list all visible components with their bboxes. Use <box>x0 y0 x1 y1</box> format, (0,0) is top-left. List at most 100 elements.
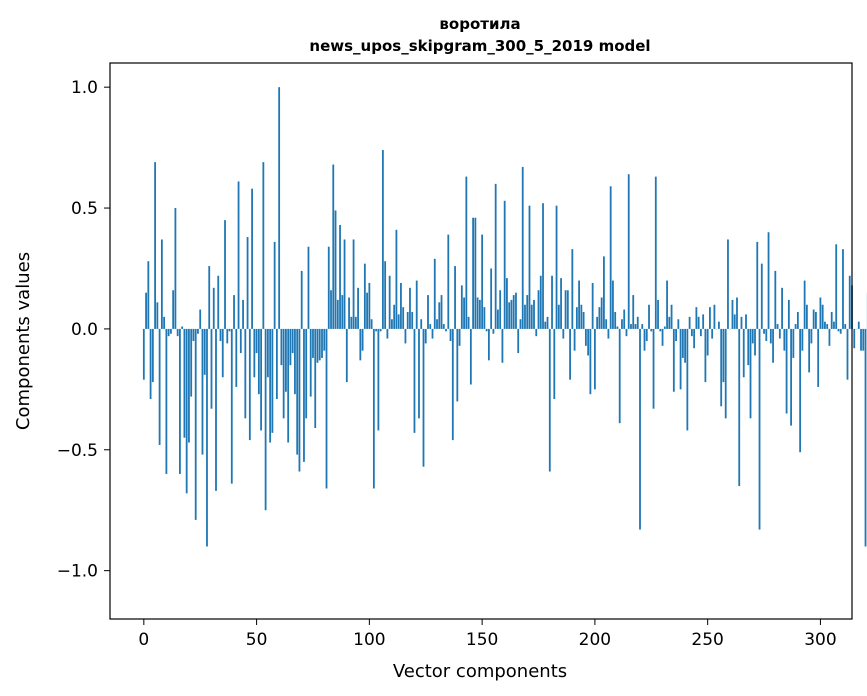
bar-component-167 <box>519 319 522 329</box>
bar-component-252 <box>711 328 714 339</box>
bar-component-299 <box>817 328 820 387</box>
y-tick-label-2: 0.0 <box>71 320 98 340</box>
bar-component-92 <box>350 316 353 329</box>
bar-component-275 <box>763 328 765 334</box>
bar-component-85 <box>334 210 337 329</box>
bar-component-273 <box>758 328 761 530</box>
bar-component-27 <box>203 328 206 375</box>
bar-component-81 <box>325 328 328 489</box>
bar-component-88 <box>341 295 344 329</box>
bar-component-139 <box>456 328 459 402</box>
bar-component-256 <box>720 328 723 407</box>
bar-component-61 <box>280 328 283 366</box>
bar-component-251 <box>709 307 711 329</box>
bar-component-150 <box>481 234 484 329</box>
bar-component-122 <box>418 328 420 419</box>
bar-component-39 <box>230 328 233 484</box>
bar-component-234 <box>670 304 673 329</box>
bar-component-127 <box>429 324 432 329</box>
bar-component-279 <box>772 328 774 363</box>
bar-component-86 <box>336 299 339 329</box>
bar-component-141 <box>460 285 463 329</box>
bar-component-213 <box>623 309 626 329</box>
bar-component-184 <box>557 304 560 329</box>
bar-component-186 <box>562 328 565 339</box>
x-axis: 0 50 100 150 200 250 300 <box>138 619 837 650</box>
bar-component-214 <box>625 328 628 337</box>
bar-component-222 <box>643 328 646 351</box>
bar-component-250 <box>706 328 709 356</box>
bar-component-31 <box>212 287 215 329</box>
bar-component-142 <box>463 297 465 329</box>
bar-component-210 <box>616 326 619 329</box>
bar-component-152 <box>485 328 488 332</box>
bar-component-288 <box>792 328 795 358</box>
bar-component-271 <box>754 328 756 356</box>
bar-component-135 <box>447 234 450 329</box>
bar-component-44 <box>242 299 244 329</box>
bar-component-108 <box>386 328 389 339</box>
bar-component-243 <box>690 328 693 337</box>
bar-component-301 <box>821 304 824 329</box>
bar-component-180 <box>548 328 551 472</box>
bar-component-270 <box>751 328 754 344</box>
bar-component-32 <box>215 328 217 491</box>
bar-component-17 <box>181 326 184 329</box>
bar-component-91 <box>348 297 350 329</box>
bar-component-161 <box>506 278 508 329</box>
bar-component-37 <box>226 328 229 344</box>
bar-component-76 <box>314 328 317 429</box>
bar-component-237 <box>677 319 680 329</box>
bar-component-115 <box>402 307 405 329</box>
bar-component-89 <box>343 239 346 329</box>
bar-component-259 <box>727 239 729 329</box>
bar-component-181 <box>551 275 553 329</box>
x-tick-label-0: 0 <box>138 630 149 650</box>
bar-component-206 <box>607 328 610 339</box>
bar-component-280 <box>774 270 777 329</box>
bar-component-240 <box>684 328 686 363</box>
bar-component-244 <box>693 328 696 349</box>
bar-component-274 <box>760 263 763 329</box>
bar-component-264 <box>738 328 741 487</box>
bar-component-262 <box>733 314 736 329</box>
bar-component-51 <box>257 328 260 395</box>
bar-component-303 <box>826 324 829 329</box>
bar-component-221 <box>641 324 644 329</box>
bar-component-283 <box>781 287 783 329</box>
bar-component-265 <box>740 316 743 329</box>
bar-component-253 <box>713 304 716 329</box>
bar-component-119 <box>411 311 414 329</box>
bar-component-21 <box>190 328 193 397</box>
bar-component-304 <box>828 328 831 346</box>
bar-component-228 <box>657 299 659 329</box>
bar-component-215 <box>627 174 630 329</box>
bar-component-295 <box>808 328 811 373</box>
bar-component-293 <box>803 280 806 329</box>
bar-component-205 <box>605 319 608 329</box>
bar-component-187 <box>564 290 567 329</box>
bar-component-289 <box>794 324 797 329</box>
bar-component-50 <box>255 328 258 354</box>
bar-component-311 <box>844 324 847 329</box>
bar-component-266 <box>742 328 745 378</box>
bar-component-105 <box>379 328 382 332</box>
bar-component-227 <box>654 176 657 329</box>
bar-component-192 <box>575 307 578 329</box>
bar-component-308 <box>837 328 840 332</box>
bar-component-238 <box>679 328 682 390</box>
bar-component-30 <box>210 328 213 409</box>
bar-component-18 <box>183 328 186 438</box>
bar-component-310 <box>842 249 844 329</box>
bar-component-297 <box>812 309 815 329</box>
bar-component-153 <box>487 328 490 361</box>
bar-component-80 <box>323 328 326 351</box>
bar-component-69 <box>298 328 301 472</box>
bar-component-188 <box>566 290 569 329</box>
x-tick-label-50: 50 <box>246 630 268 650</box>
bar-component-83 <box>330 290 332 329</box>
bar-component-124 <box>422 328 425 467</box>
chart-title-line-1: воротила <box>439 15 520 33</box>
bar-component-246 <box>697 316 700 329</box>
bar-component-235 <box>672 328 675 392</box>
